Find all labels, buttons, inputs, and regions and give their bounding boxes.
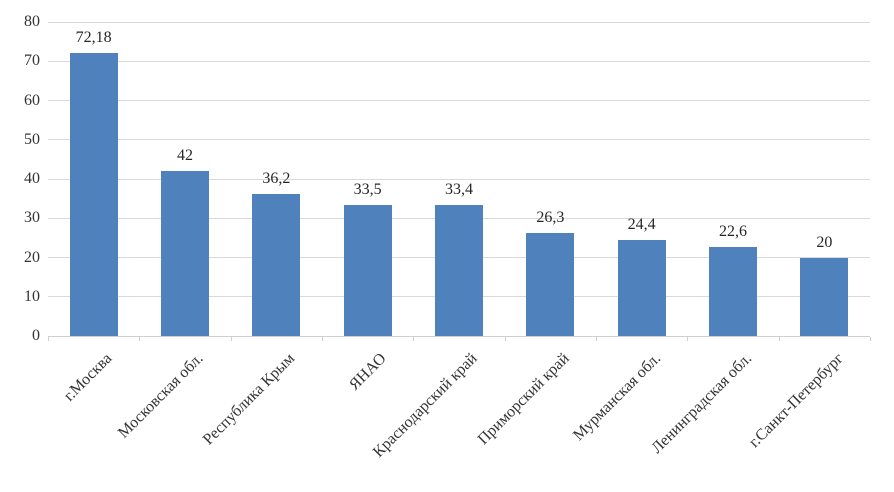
x-axis-tick [504, 337, 506, 341]
x-axis-tick [230, 337, 232, 341]
y-tick-label: 80 [24, 13, 40, 30]
y-tick-label: 0 [32, 327, 40, 344]
bar-value-label: 26,3 [536, 208, 565, 226]
bar [617, 240, 666, 336]
bar-value-label: 42 [177, 147, 193, 165]
x-axis-tick [413, 337, 415, 341]
bar [709, 247, 757, 336]
bar [800, 257, 849, 336]
x-axis-tick [778, 337, 780, 341]
gridline [48, 21, 870, 23]
category-label: ЯНАО [346, 350, 390, 394]
category-label: г.Москва [61, 350, 116, 405]
x-axis-tick [870, 337, 871, 341]
category-label: г.Санкт-Петербург [745, 350, 847, 451]
bar-value-label: 24,4 [627, 216, 656, 234]
bar-value-label: 33,5 [353, 180, 382, 198]
x-axis-tick [687, 337, 689, 341]
y-tick-label: 60 [24, 91, 40, 109]
x-axis-tick [322, 337, 323, 341]
gridline [48, 100, 870, 101]
x-axis-tick [48, 337, 49, 341]
category-label: Московская обл. [115, 350, 208, 442]
y-tick-label: 10 [24, 287, 40, 305]
bar [435, 204, 483, 336]
bar-value-label: 20 [816, 233, 833, 251]
y-tick-label: 70 [24, 52, 40, 70]
category-label: Мурманская обл. [569, 350, 664, 445]
bar-value-label: 72,18 [75, 28, 112, 46]
gridline [48, 178, 870, 180]
x-axis-line [48, 336, 870, 337]
category-label: Приморский край [474, 350, 573, 449]
x-axis-tick [596, 337, 597, 341]
gridline [48, 139, 870, 141]
category-label: Ленинградская обл. [648, 350, 756, 457]
bar [252, 193, 301, 336]
y-tick-label: 20 [24, 248, 40, 266]
x-axis-tick [139, 337, 141, 341]
bar [161, 171, 209, 336]
bar [343, 204, 392, 336]
bar-value-label: 22,6 [719, 223, 747, 241]
y-tick-label: 40 [24, 170, 40, 187]
bar [69, 52, 118, 336]
bar-value-label: 36,2 [262, 169, 291, 187]
gridline [48, 60, 870, 62]
y-tick-label: 30 [24, 209, 40, 227]
bar [526, 232, 575, 336]
category-label: Республика Крым [199, 350, 299, 449]
category-label: Краснодарский край [370, 350, 482, 461]
y-tick-label: 50 [24, 130, 40, 148]
bar-value-label: 33,4 [445, 180, 473, 198]
